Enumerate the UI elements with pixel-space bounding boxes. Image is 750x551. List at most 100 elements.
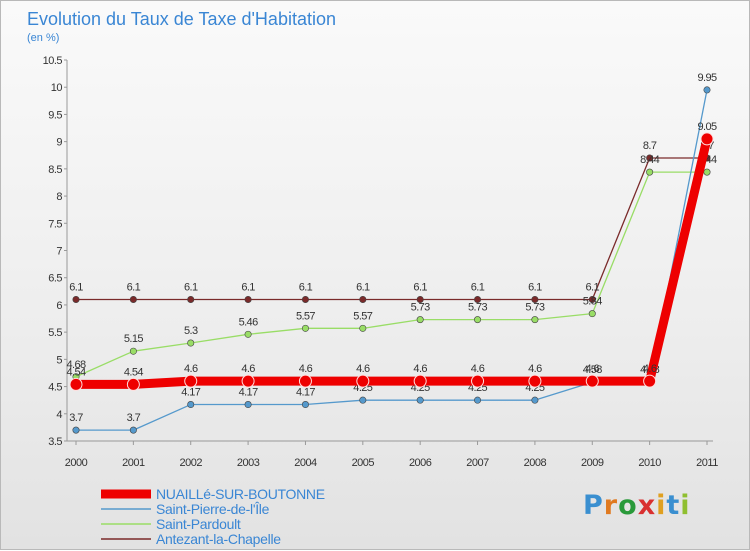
data-point — [359, 295, 367, 303]
data-label: 4.58 — [583, 364, 602, 376]
data-point — [126, 377, 140, 391]
legend: NUAILLé-SUR-BOUTONNESaint-Pierre-de-l'Îl… — [101, 486, 325, 547]
logo-letter: o — [618, 490, 638, 521]
data-label: 5.73 — [468, 302, 487, 314]
data-point — [244, 330, 252, 338]
data-point — [646, 168, 654, 176]
data-point — [703, 168, 711, 176]
data-label: 6.1 — [127, 281, 141, 293]
data-label: 6.1 — [241, 281, 255, 293]
data-point — [72, 295, 80, 303]
data-point — [703, 86, 711, 94]
data-label: 4.6 — [471, 363, 485, 375]
data-label: 4.6 — [643, 363, 657, 375]
x-tick-label: 2010 — [638, 457, 661, 469]
data-label: 3.7 — [69, 412, 83, 424]
x-tick-label: 2000 — [65, 457, 88, 469]
data-label: 6.1 — [356, 281, 370, 293]
data-point — [416, 316, 424, 324]
series-line-3 — [76, 137, 712, 389]
data-label: 8.44 — [640, 154, 659, 166]
data-point — [416, 396, 424, 404]
logo-letter: i — [680, 490, 691, 521]
data-label: 4.6 — [586, 363, 600, 375]
logo-letter: P — [583, 490, 604, 521]
data-point — [244, 401, 252, 409]
chart-subtitle: (en %) — [27, 32, 59, 44]
x-tick-label: 2003 — [237, 457, 260, 469]
data-point — [588, 310, 596, 318]
data-label: 9.95 — [697, 72, 716, 84]
data-label: 5.73 — [525, 302, 544, 314]
data-point — [646, 154, 654, 162]
data-label: 4.6 — [241, 363, 255, 375]
data-point — [241, 374, 255, 388]
data-point — [474, 295, 482, 303]
data-label: 6.1 — [586, 281, 600, 293]
data-point — [531, 316, 539, 324]
data-label: 3.7 — [127, 412, 141, 424]
y-tick-label: 5 — [56, 354, 62, 366]
y-tick-label: 6.5 — [48, 273, 62, 285]
x-tick-label: 2002 — [179, 457, 202, 469]
logo-letter: x — [637, 490, 657, 521]
data-point — [356, 374, 370, 388]
data-label: 4.17 — [181, 387, 200, 399]
data-label: 4.6 — [413, 363, 427, 375]
data-point — [531, 295, 539, 303]
data-label: 5.57 — [353, 310, 372, 322]
series-line-1 — [75, 171, 707, 378]
data-label: 4.54 — [124, 366, 143, 378]
data-label: 9.05 — [697, 121, 716, 133]
y-tick-label: 9.5 — [48, 109, 62, 121]
data-point — [129, 426, 137, 434]
y-tick-label: 9 — [56, 137, 62, 149]
data-point — [301, 324, 309, 332]
data-point — [187, 401, 195, 409]
data-label: 6.1 — [184, 281, 198, 293]
legend-label: Antezant-la-Chapelle — [156, 531, 281, 547]
y-tick-label: 4 — [56, 409, 62, 421]
data-label: 4.54 — [66, 366, 85, 378]
x-tick-label: 2009 — [581, 457, 604, 469]
data-label: 4.6 — [299, 363, 313, 375]
data-point — [359, 396, 367, 404]
data-point — [471, 374, 485, 388]
logo-letter: r — [603, 490, 619, 521]
y-tick-label: 7.5 — [48, 218, 62, 230]
data-point — [700, 132, 714, 146]
y-tick-label: 8 — [56, 191, 62, 203]
data-point — [531, 396, 539, 404]
legend-label: Saint-Pierre-de-l'Île — [156, 501, 270, 517]
chart-title: Evolution du Taux de Taxe d'Habitation — [27, 9, 336, 29]
series-layer: 6.1 6.1 6.1 6.1 6.1 6.1 6.1 6.1 6.1 6.18.7 8.74.68… — [66, 72, 718, 434]
x-tick-label: 2006 — [409, 457, 432, 469]
data-label: 4.6 — [528, 363, 542, 375]
data-point — [528, 374, 542, 388]
data-point — [69, 377, 83, 391]
y-tick-label: 5.5 — [48, 327, 62, 339]
x-tick-label: 2007 — [466, 457, 489, 469]
data-label: 5.15 — [124, 333, 143, 345]
data-point — [129, 295, 137, 303]
data-label: 6.1 — [528, 281, 542, 293]
y-tick-label: 10.5 — [43, 55, 63, 67]
data-point — [359, 324, 367, 332]
data-point — [474, 396, 482, 404]
legend-label: Saint-Pardoult — [156, 516, 241, 532]
legend-label: NUAILLé-SUR-BOUTONNE — [156, 486, 325, 502]
x-tick-label: 2005 — [352, 457, 375, 469]
data-point — [298, 374, 312, 388]
data-point — [187, 339, 195, 347]
data-label: 5.73 — [411, 302, 430, 314]
data-point — [129, 347, 137, 355]
data-label: 6.1 — [471, 281, 485, 293]
data-label: 6.1 — [69, 281, 83, 293]
data-point — [413, 374, 427, 388]
data-label: 4.6 — [184, 363, 198, 375]
data-label: 4.17 — [239, 387, 258, 399]
data-label: 6.1 — [299, 281, 313, 293]
y-tick-label: 6 — [56, 300, 62, 312]
